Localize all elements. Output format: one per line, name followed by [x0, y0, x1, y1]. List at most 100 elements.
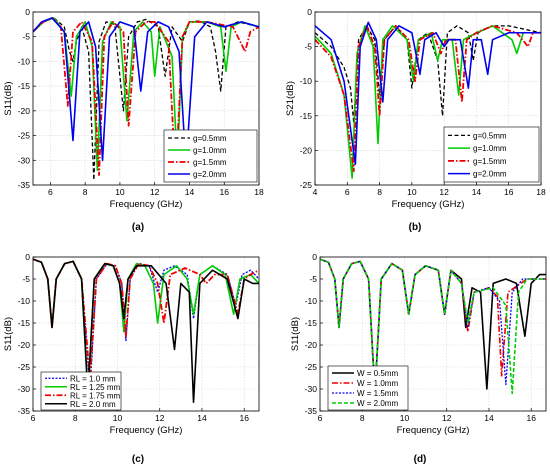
y-tick-label: -10 [300, 76, 313, 86]
legend-label: g=1.5mm [473, 157, 507, 166]
legend: g=0.5mm g=1.0mm g=1.5mm g=2.0mm [163, 129, 258, 183]
y-axis-label: S11(dB) [3, 317, 14, 351]
y-tick-label: -20 [18, 106, 31, 116]
x-tick-label: 18 [254, 187, 264, 197]
x-tick-label: 10 [400, 413, 410, 423]
chart-panel-4: 6 8 10 12 14 16 0 -5 -10 -15 -20 -25 -30 -35 Frequency… [290, 252, 547, 465]
x-tick-label: 18 [536, 187, 546, 197]
y-tick-label: -35 [18, 406, 31, 416]
x-tick-label: 12 [442, 413, 452, 423]
axes-frame [32, 256, 260, 412]
x-tick-label: 8 [377, 187, 382, 197]
legend-label: g=1.5mm [193, 158, 227, 167]
series-line-4 [33, 17, 259, 167]
y-tick-label: -20 [18, 340, 31, 350]
y-tick-label: -10 [18, 56, 31, 66]
x-tick-label: 16 [526, 413, 536, 423]
y-tick-label: -35 [18, 180, 31, 190]
legend-label: g=0.5mm [193, 134, 227, 143]
y-tick-label: -5 [309, 274, 317, 284]
y-tick-label: -5 [22, 274, 30, 284]
x-axis-label: Frequency (GHz) [392, 199, 465, 210]
x-tick-label: 10 [113, 413, 123, 423]
legend-label: W = 0.5mm [357, 369, 398, 378]
x-tick-label: 16 [239, 413, 249, 423]
y-tick-label: -25 [300, 180, 313, 190]
chart-panel-2: 4 6 8 10 12 14 16 18 0 -5 -10 -15 -20 -25 Frequency (G… [285, 7, 546, 233]
y-tick-label: 0 [312, 252, 317, 262]
y-tick-label: -25 [18, 362, 31, 372]
x-tick-label: 14 [185, 187, 195, 197]
x-tick-label: 12 [155, 413, 165, 423]
y-axis-label: S11(dB) [3, 81, 14, 115]
x-tick-label: 14 [197, 413, 207, 423]
x-axis-label: Frequency (GHz) [110, 199, 183, 210]
legend: g=0.5mm g=1.0mm g=1.5mm g=2.0mm [443, 126, 540, 183]
x-tick-label: 12 [150, 187, 160, 197]
legend-label: RL = 1.75 mm [70, 391, 121, 400]
x-tick-label: 8 [360, 413, 365, 423]
x-tick-label: 6 [345, 187, 350, 197]
x-tick-label: 12 [439, 187, 449, 197]
x-tick-label: 14 [472, 187, 482, 197]
legend-label: W = 2.0mm [357, 399, 398, 408]
x-tick-label: 6 [318, 413, 323, 423]
legend-label: RL = 1.0 mm [70, 374, 116, 383]
y-tick-label: -15 [18, 318, 31, 328]
series-line-1 [33, 17, 259, 181]
y-tick-label: -5 [304, 42, 312, 52]
y-tick-label: -15 [300, 111, 313, 121]
series-line-2 [315, 25, 541, 179]
legend-label: W = 1.0mm [357, 379, 398, 388]
y-tick-label: -10 [18, 296, 31, 306]
y-tick-label: -5 [22, 32, 30, 42]
x-tick-label: 10 [115, 187, 125, 197]
y-tick-label: -30 [305, 384, 318, 394]
axes-frame [319, 256, 547, 412]
panel-label: (d) [414, 454, 427, 465]
legend-label: g=0.5mm [473, 131, 507, 140]
x-tick-label: 6 [48, 187, 53, 197]
y-tick-label: -10 [305, 296, 318, 306]
legend-label: g=2.0mm [473, 170, 507, 179]
legend-label: RL = 2.0 mm [70, 400, 116, 409]
x-tick-label: 8 [73, 413, 78, 423]
chart-panel-1: 6 8 10 12 14 16 18 0 -5 -10 -15 -20 -25 -30 -35 Frequen… [3, 7, 264, 233]
x-tick-label: 8 [83, 187, 88, 197]
y-tick-label: -30 [18, 155, 31, 165]
legend-label: g=1.0mm [473, 144, 507, 153]
series-line-4 [320, 258, 546, 395]
legend-label: RL = 1.25 mm [70, 383, 121, 392]
y-tick-label: -20 [300, 145, 313, 155]
x-tick-label: 16 [219, 187, 229, 197]
y-tick-label: -15 [305, 318, 318, 328]
panel-label: (b) [409, 222, 422, 233]
legend-label: W = 1.5mm [357, 389, 398, 398]
chart-panel-3: 6 8 10 12 14 16 0 -5 -10 -15 -20 -25 -30 -35 Frequency… [3, 252, 260, 465]
x-axis-label: Frequency (GHz) [397, 425, 470, 436]
y-tick-label: -15 [18, 81, 31, 91]
y-tick-label: -25 [305, 362, 318, 372]
y-tick-label: 0 [25, 7, 30, 17]
legend-label: g=2.0mm [193, 170, 227, 179]
x-tick-label: 4 [313, 187, 318, 197]
panel-label: (a) [132, 222, 144, 233]
y-tick-label: 0 [307, 7, 312, 17]
y-tick-label: -25 [18, 131, 31, 141]
y-axis-label: S11(dB) [290, 317, 301, 351]
series-line-1 [315, 25, 541, 124]
series-line-4 [33, 258, 259, 403]
series-line-3 [33, 17, 259, 181]
axes-frame [314, 11, 542, 186]
panel-label: (c) [132, 454, 144, 465]
y-axis-label: S21(dB) [285, 81, 296, 116]
y-tick-label: -30 [18, 384, 31, 394]
series-line-4 [315, 21, 541, 166]
x-tick-label: 10 [407, 187, 417, 197]
legend-label: g=1.0mm [193, 146, 227, 155]
x-axis-label: Frequency (GHz) [110, 425, 183, 436]
x-tick-label: 6 [31, 413, 36, 423]
